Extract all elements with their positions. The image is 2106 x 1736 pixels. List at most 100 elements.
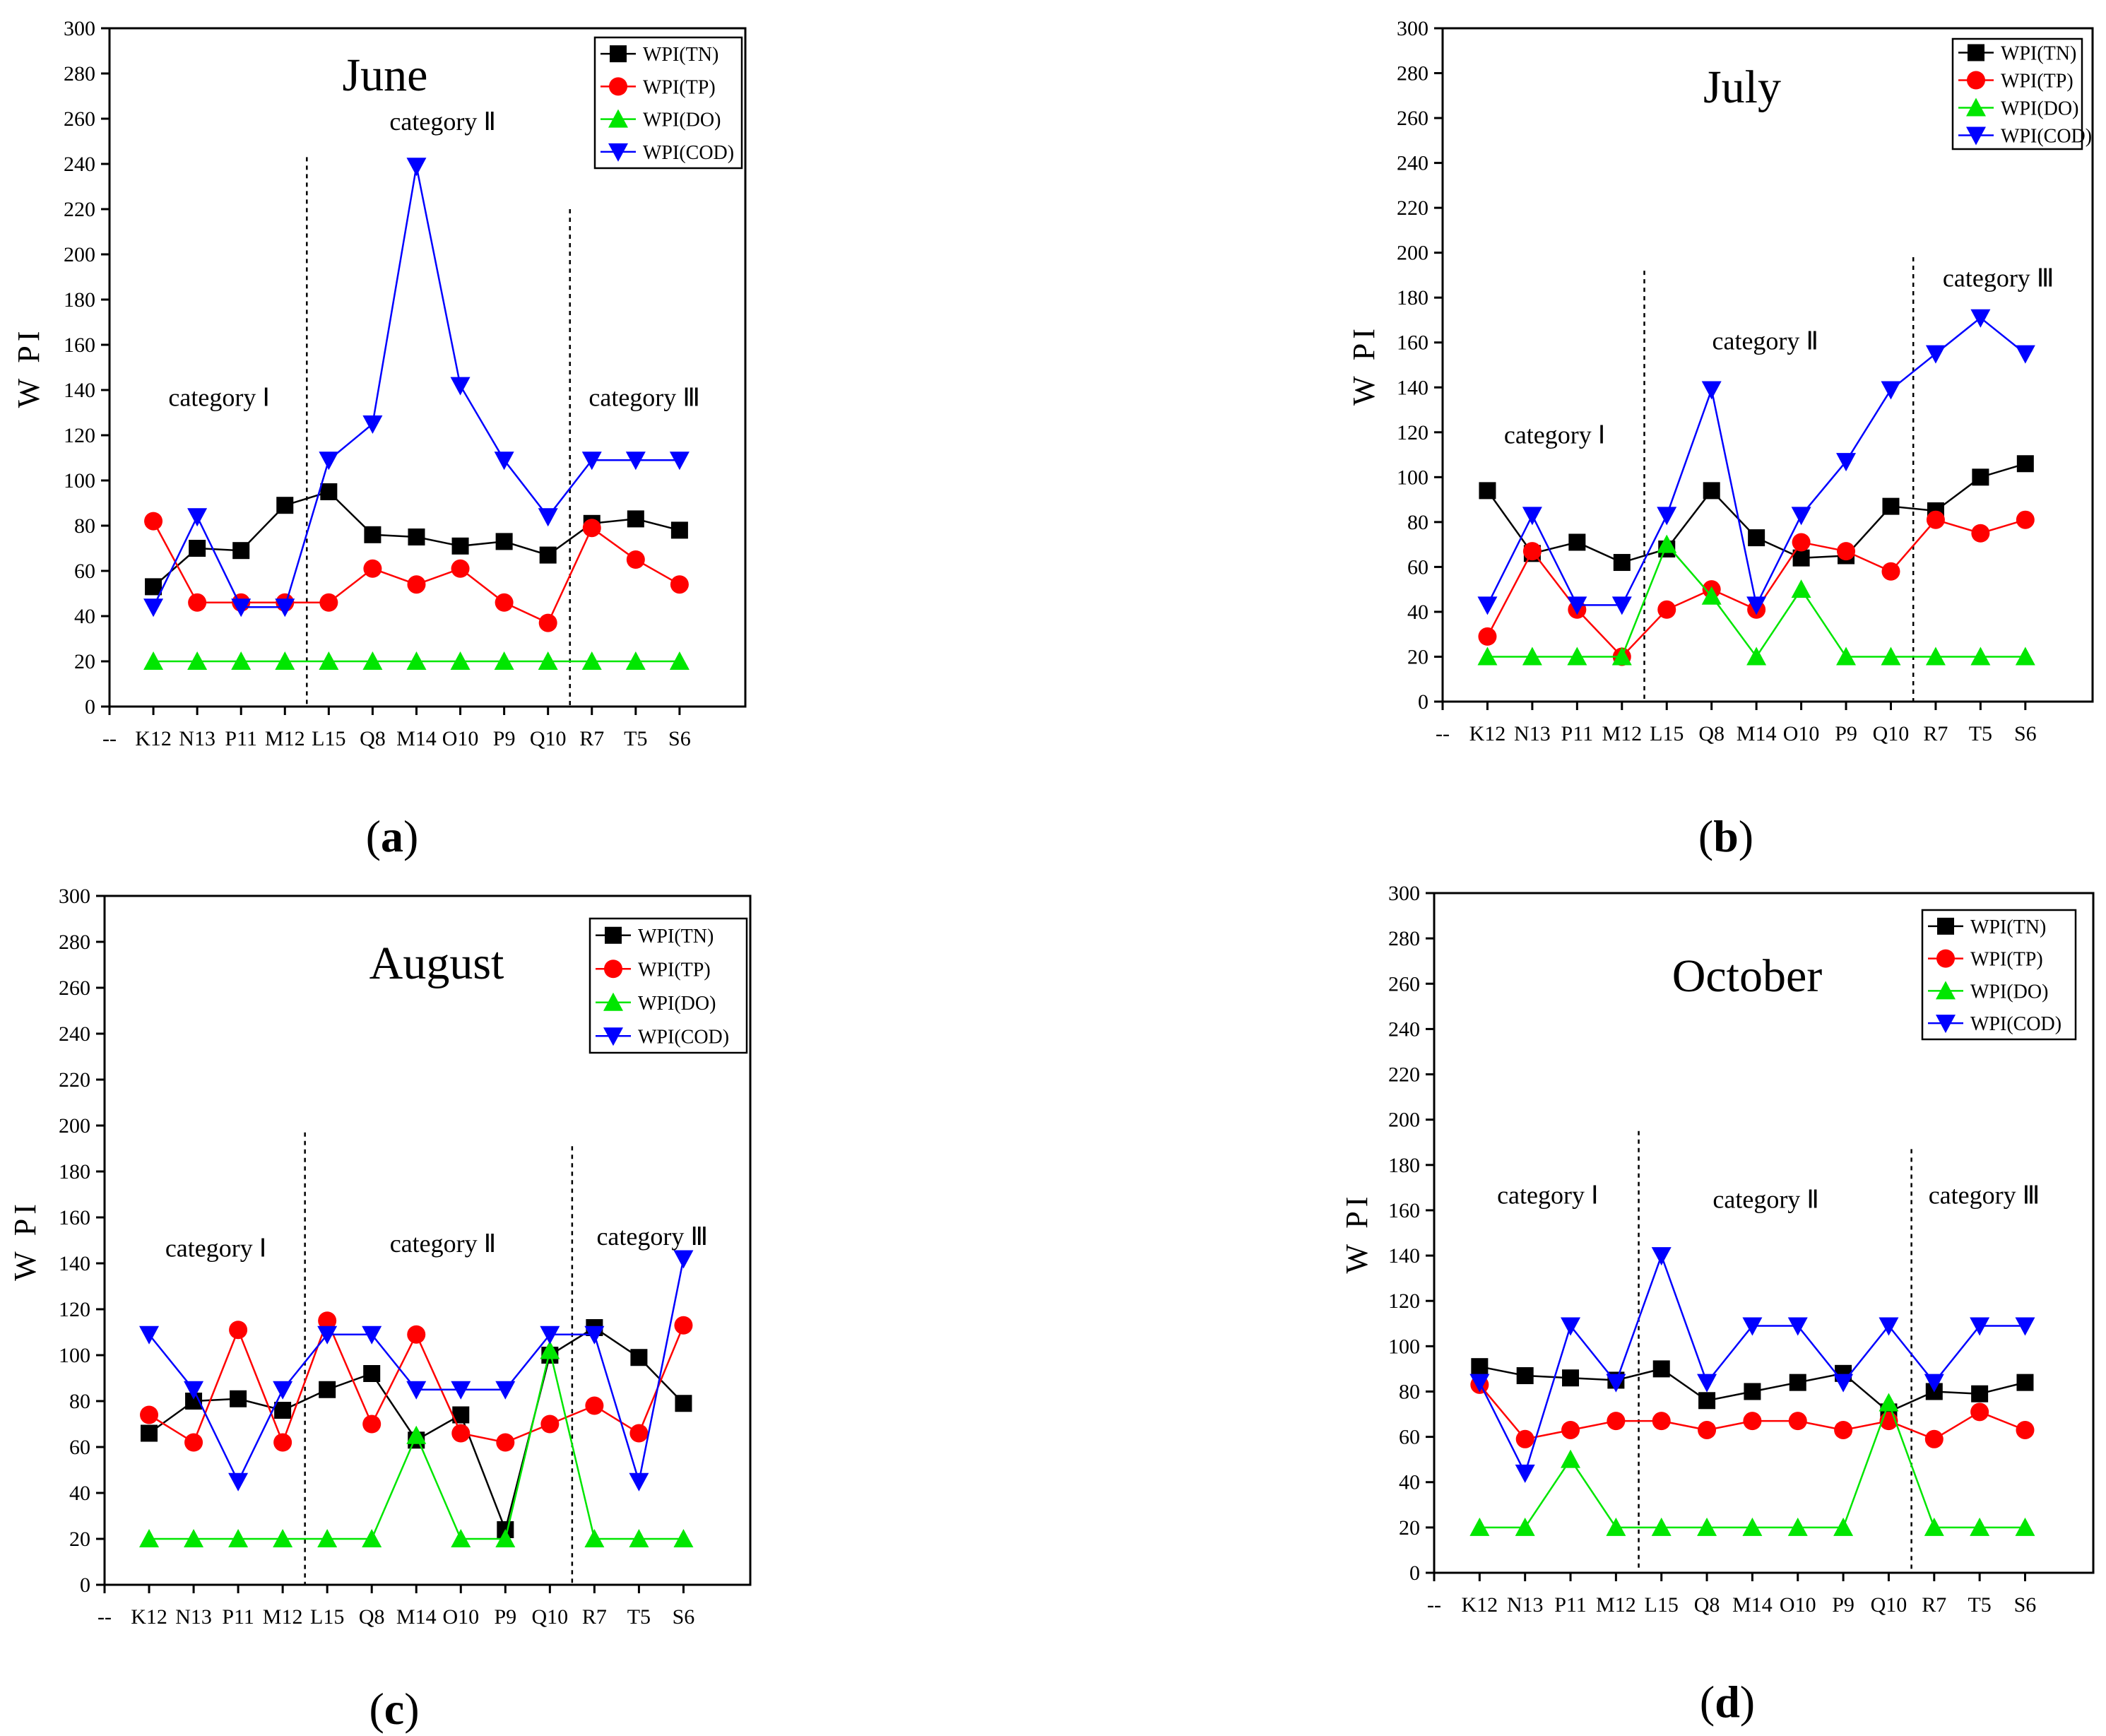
y-tick-label: 80: [1399, 1380, 1420, 1403]
legend-marker: [1936, 949, 1955, 968]
legend-entry: WPI(TP): [643, 76, 716, 98]
x-tick-label: P9: [1835, 722, 1857, 745]
data-point: [1606, 1374, 1626, 1393]
x-tick-label: M14: [1732, 1593, 1773, 1617]
data-point: [140, 1405, 159, 1424]
x-tick-label: O10: [442, 727, 479, 750]
x-tick-label: --: [1427, 1593, 1441, 1617]
category-label: category Ⅰ: [1504, 421, 1606, 449]
x-tick-label: Q8: [359, 1605, 385, 1629]
legend-marker: [1966, 126, 1986, 146]
data-point: [231, 651, 252, 670]
y-tick-label: 300: [59, 885, 90, 908]
data-point: [273, 1529, 293, 1547]
data-point: [187, 651, 208, 670]
data-point: [231, 598, 252, 618]
data-point: [317, 1325, 338, 1345]
data-point: [364, 526, 381, 543]
x-tick-label: M12: [265, 727, 305, 750]
data-point: [1522, 507, 1542, 526]
y-tick-label: 300: [64, 17, 95, 40]
y-tick-label: 300: [1388, 882, 1420, 905]
x-tick-label: --: [1436, 722, 1450, 745]
panel-label: (a): [366, 811, 419, 861]
data-point: [1611, 646, 1632, 666]
y-tick-label: 160: [1388, 1199, 1420, 1222]
y-tick-label: 180: [1397, 286, 1428, 309]
data-point: [495, 1529, 516, 1547]
data-point: [1787, 1317, 1808, 1336]
data-point: [2016, 1420, 2035, 1439]
y-tick-label: 20: [1407, 645, 1428, 668]
data-point: [1787, 1517, 1808, 1536]
data-point: [451, 559, 470, 578]
y-tick-label: 100: [64, 469, 95, 492]
legend: WPI(TN) WPI(TP) WPI(DO) WPI(COD): [1921, 909, 2077, 1041]
data-point: [2016, 1374, 2034, 1391]
legend-entry: WPI(TN): [643, 44, 718, 66]
x-tick-label: N13: [179, 727, 215, 750]
data-point: [2015, 1517, 2035, 1536]
data-point: [362, 415, 383, 434]
data-point: [1515, 1517, 1535, 1536]
data-point: [673, 1529, 694, 1547]
data-point: [1607, 1412, 1626, 1431]
y-tick-label: 60: [74, 560, 95, 583]
chart-panel-4: 0 20 40 60 80 100 120 140 160 180 200 220 240 260 280 3…: [1339, 882, 2095, 1727]
data-point: [1522, 542, 1542, 561]
y-tick-label: 0: [1418, 690, 1428, 714]
category-label: category Ⅲ: [1929, 1181, 2040, 1209]
data-point: [1924, 1517, 1944, 1536]
data-point: [1561, 1317, 1581, 1336]
data-point: [629, 1529, 649, 1547]
data-point: [1970, 1517, 1990, 1536]
x-tick-label: R7: [582, 1605, 607, 1629]
x-tick-label: T5: [1968, 1593, 1991, 1617]
y-tick-label: 160: [64, 333, 95, 357]
x-tick-label: M14: [396, 727, 437, 750]
legend-entry: WPI(COD): [1970, 1013, 2061, 1035]
data-point: [184, 1381, 204, 1400]
data-point: [363, 559, 382, 578]
x-tick-label: --: [97, 1605, 112, 1629]
y-tick-label: 220: [64, 198, 95, 221]
y-tick-label: 120: [1397, 421, 1428, 444]
x-tick-label: P9: [1832, 1593, 1854, 1617]
data-point: [1567, 596, 1587, 615]
data-point: [1836, 646, 1857, 666]
chart-title: October: [1672, 950, 1823, 1002]
data-point: [1972, 468, 1989, 486]
legend-marker: [1968, 44, 1984, 61]
data-point: [319, 1381, 336, 1398]
x-tick-label: O10: [442, 1605, 479, 1629]
data-point: [495, 593, 514, 612]
y-tick-label: 160: [59, 1206, 90, 1229]
data-point: [1469, 1517, 1490, 1536]
data-point: [406, 158, 427, 177]
y-tick-label: 280: [59, 931, 90, 954]
y-tick-label: 240: [1397, 152, 1428, 175]
series-line: [1486, 317, 2026, 608]
data-point: [1925, 646, 1946, 666]
y-tick-label: 180: [64, 288, 95, 312]
data-point: [320, 483, 338, 500]
data-point: [1970, 309, 1991, 328]
data-point: [1881, 562, 1900, 581]
series-wpitn: [1471, 1358, 2034, 1421]
y-tick-label: 120: [59, 1298, 90, 1321]
y-axis-label: W PI: [11, 327, 46, 408]
data-point: [450, 651, 471, 670]
x-tick-label: M14: [396, 1605, 437, 1629]
plot-frame: [1441, 27, 2094, 703]
legend-marker: [610, 45, 627, 63]
chart-title: August: [369, 938, 504, 989]
x-tick-label: N13: [175, 1605, 212, 1629]
data-point: [363, 1365, 381, 1382]
chart-title: June: [343, 49, 428, 101]
y-tick-label: 40: [74, 605, 95, 628]
data-point: [139, 1325, 160, 1345]
y-tick-label: 40: [1407, 601, 1428, 624]
y-tick-label: 260: [1388, 972, 1420, 996]
data-point: [1925, 345, 1946, 364]
data-point: [1924, 1374, 1944, 1393]
